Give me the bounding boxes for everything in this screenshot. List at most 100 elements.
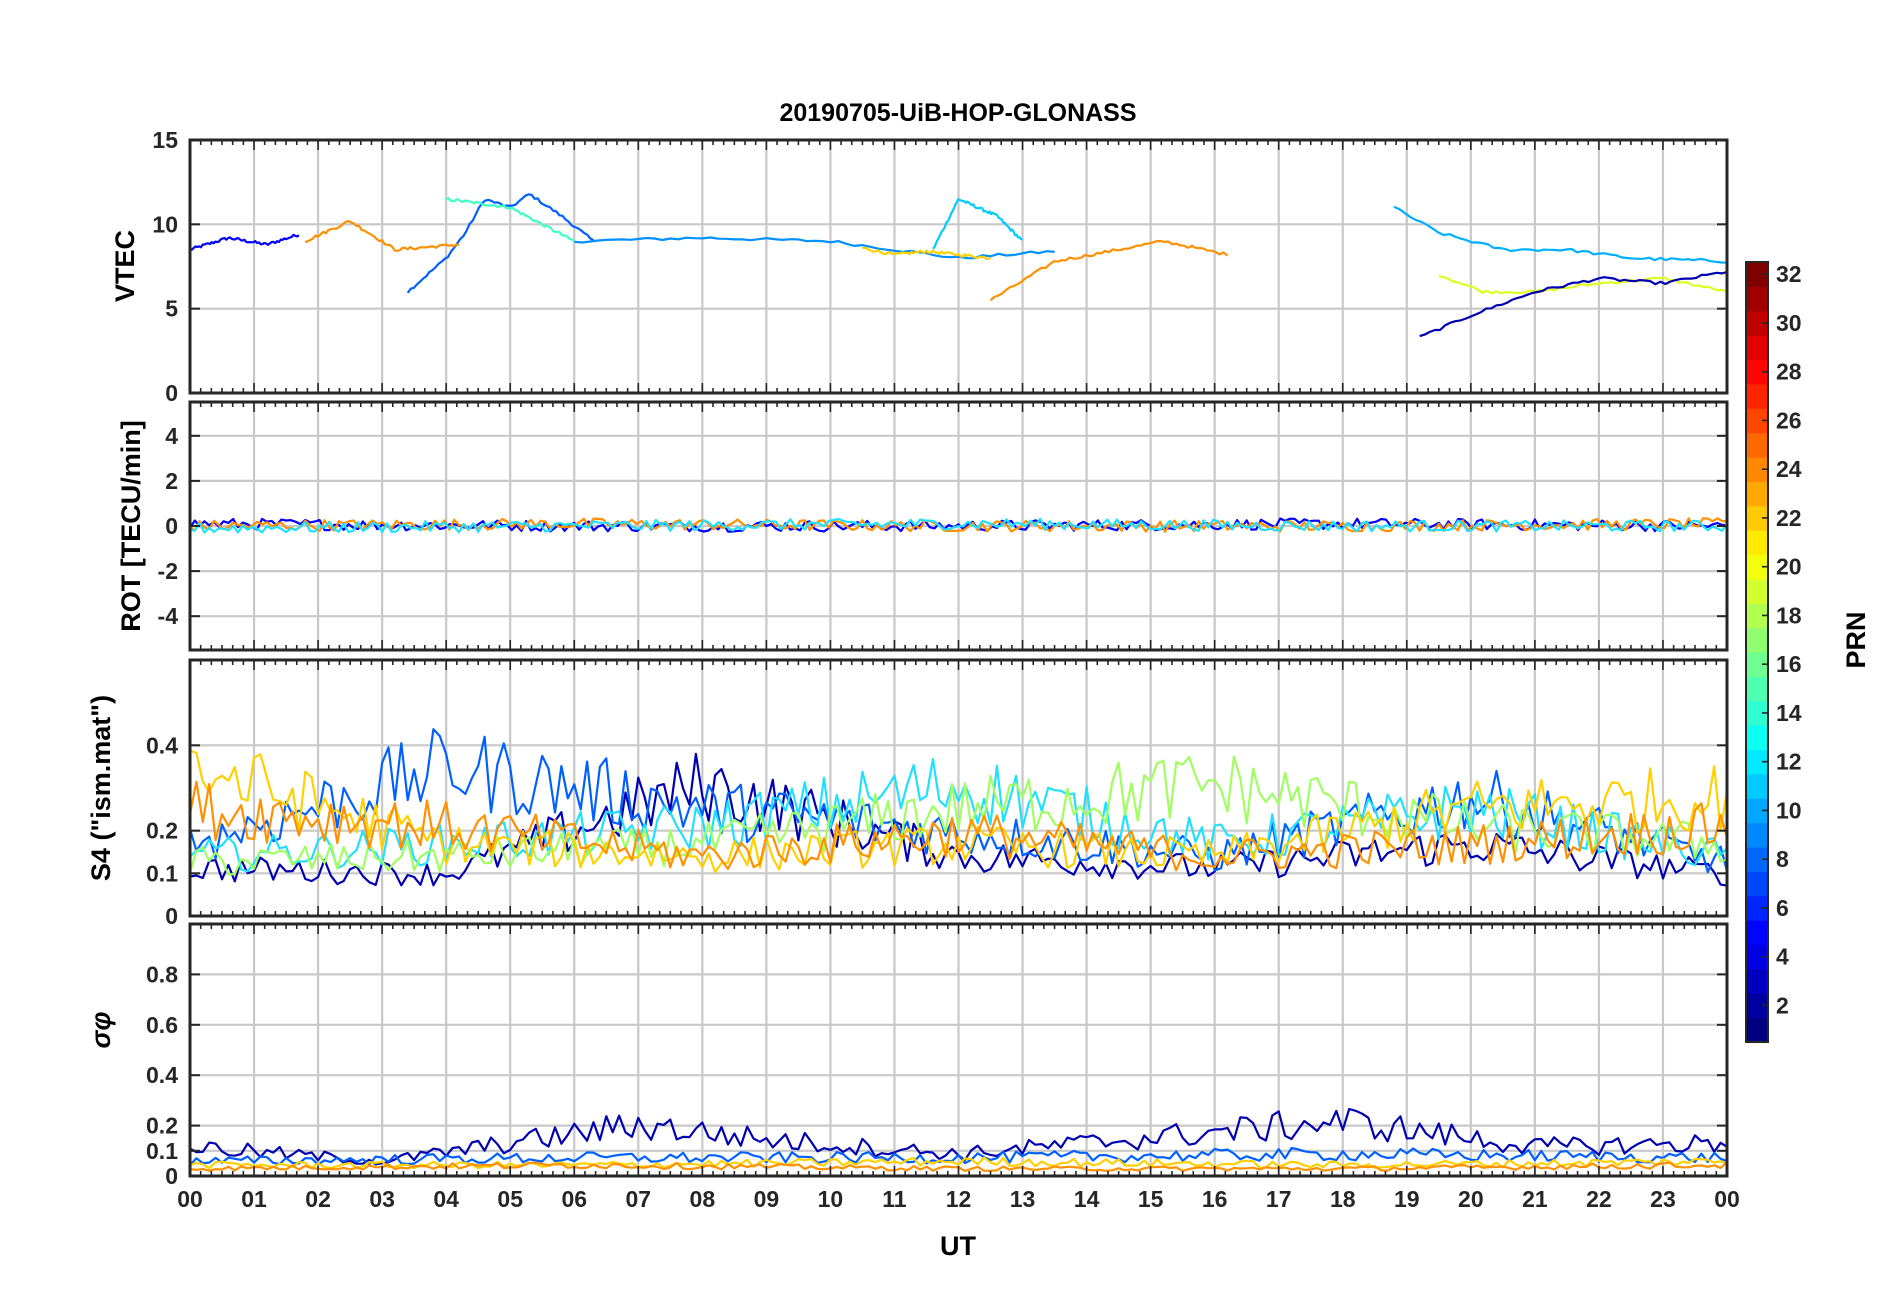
panel-vtec: 0 5 10 15 VTEC	[110, 127, 1729, 406]
y-tick-label: 0.2	[146, 818, 178, 844]
colorbar-tick-label: 28	[1776, 359, 1802, 385]
x-tick-label: 14	[1074, 1186, 1100, 1212]
rot-frame	[188, 400, 1729, 652]
y-tick-label: 4	[165, 423, 178, 449]
series-line-prn-23	[304, 220, 460, 252]
vtec-grid	[188, 138, 1729, 395]
x-tick-label: 16	[1202, 1186, 1228, 1212]
y-tick-label: 0	[165, 903, 178, 929]
colorbar-swatch	[1746, 676, 1768, 702]
y-tick-label: 0.1	[146, 860, 178, 886]
colorbar-swatch	[1746, 481, 1768, 507]
y-tick-label: 0	[165, 380, 178, 406]
x-tick-label: 18	[1330, 1186, 1356, 1212]
colorbar-swatch	[1746, 578, 1768, 604]
x-tick-label: 06	[561, 1186, 587, 1212]
series-line-prn-21	[190, 749, 1727, 874]
colorbar-swatch	[1746, 700, 1768, 726]
colorbar-swatch	[1746, 432, 1768, 458]
colorbar-tick-label: 30	[1776, 310, 1802, 336]
series-line-prn-21	[862, 246, 991, 260]
y-tick-label: 0	[165, 513, 178, 539]
rot-y-ticks: -4 -2 0 2 4	[158, 423, 179, 629]
colorbar-swatch	[1746, 505, 1768, 531]
x-tick-label: 10	[818, 1186, 844, 1212]
s4-y-label: S4 ("ism.mat")	[86, 695, 116, 881]
x-tick-labels: 00 01 02 03 04 05 06 07 08 09 10 11 12 13 14 15 16 17 18 19…	[177, 1186, 1740, 1212]
colorbar-swatch	[1746, 457, 1768, 482]
colorbar-swatch	[1746, 603, 1768, 629]
axes-box	[188, 400, 1729, 652]
colorbar-swatch	[1746, 627, 1768, 653]
series-line-prn-3	[190, 233, 300, 251]
colorbar-swatch	[1746, 920, 1768, 946]
panel-sigma-phi: 00.10.2 0.4 0.6 0.8 σφ	[86, 922, 1729, 1189]
series-line-prn-21	[190, 1156, 1727, 1170]
series-line-prn-19	[1438, 275, 1727, 295]
colorbar-swatch	[1746, 822, 1768, 848]
colorbar-tick-label: 24	[1776, 456, 1802, 482]
colorbar-swatch	[1746, 944, 1768, 970]
axes-box	[188, 922, 1729, 1178]
x-tick-label: 03	[369, 1186, 395, 1212]
y-tick-label: 0.1	[146, 1138, 178, 1164]
x-tick-label: 17	[1266, 1186, 1292, 1212]
sigma-frame	[188, 922, 1729, 1178]
colorbar-swatch	[1746, 798, 1768, 824]
vtec-series	[190, 193, 1727, 338]
y-tick-label: 0.4	[146, 732, 178, 758]
series-line-prn-14	[190, 517, 1727, 534]
rot-series	[190, 517, 1727, 534]
series-line-prn-13	[932, 198, 1024, 250]
series-line-prn-23	[989, 239, 1229, 302]
colorbar-tick-label: 12	[1776, 749, 1802, 775]
vtec-y-label: VTEC	[110, 230, 140, 302]
vtec-frame	[188, 138, 1729, 395]
y-tick-label: 15	[152, 127, 178, 153]
x-tick-label: 11	[882, 1186, 907, 1212]
x-tick-label: 12	[946, 1186, 972, 1212]
chart-title: 20190705-UiB-HOP-GLONASS	[779, 99, 1136, 127]
series-line-prn-8	[406, 193, 595, 294]
y-tick-label: 5	[165, 296, 178, 322]
series-line-prn-2	[1419, 270, 1727, 338]
series-line-prn-8	[190, 1146, 1727, 1166]
colorbar-swatch	[1746, 262, 1768, 287]
colorbar-swatch	[1746, 335, 1768, 361]
colorbar-swatch	[1746, 530, 1768, 556]
axes-box	[188, 138, 1729, 395]
colorbar-tick-label: 4	[1776, 944, 1789, 970]
colorbar-tick-label: 18	[1776, 602, 1802, 628]
colorbar-tick-label: 16	[1776, 651, 1802, 677]
y-tick-label: -2	[158, 558, 178, 584]
colorbar-tick-label: 8	[1776, 846, 1789, 872]
x-tick-label: 19	[1394, 1186, 1420, 1212]
x-tick-label: 04	[433, 1186, 459, 1212]
sigma-grid	[188, 924, 1729, 1178]
rot-y-label: ROT [TECU/min]	[116, 420, 146, 631]
y-tick-label: 0.6	[146, 1012, 178, 1038]
series-line-prn-23	[190, 780, 1727, 872]
colorbar-swatch	[1746, 652, 1768, 677]
colorbar-swatch	[1746, 749, 1768, 775]
s4-y-ticks: 0 0.1 0.2 0.4	[146, 732, 178, 929]
x-tick-label: 00	[177, 1186, 203, 1212]
colorbar-tick-label: 20	[1776, 554, 1802, 580]
panel-s4: 0 0.1 0.2 0.4 S4 ("ism.mat")	[86, 658, 1729, 929]
series-line-prn-15	[445, 197, 575, 242]
panel-rot: -4 -2 0 2 4 ROT [TECU/min]	[116, 400, 1729, 652]
x-tick-label: 05	[497, 1186, 523, 1212]
x-tick-label: 20	[1458, 1186, 1484, 1212]
colorbar-swatch	[1746, 1017, 1768, 1043]
y-tick-label: 0	[165, 1163, 178, 1189]
colorbar-swatch	[1746, 554, 1768, 580]
x-tick-label: 00	[1714, 1186, 1740, 1212]
colorbar-swatches	[1745, 261, 1769, 1043]
colorbar-swatch	[1746, 408, 1768, 434]
y-tick-label: 2	[165, 468, 178, 494]
series-line-prn-12	[1393, 205, 1727, 264]
x-tick-label: 01	[241, 1186, 267, 1212]
x-tick-label: 08	[690, 1186, 716, 1212]
x-tick-label: 07	[625, 1186, 651, 1212]
